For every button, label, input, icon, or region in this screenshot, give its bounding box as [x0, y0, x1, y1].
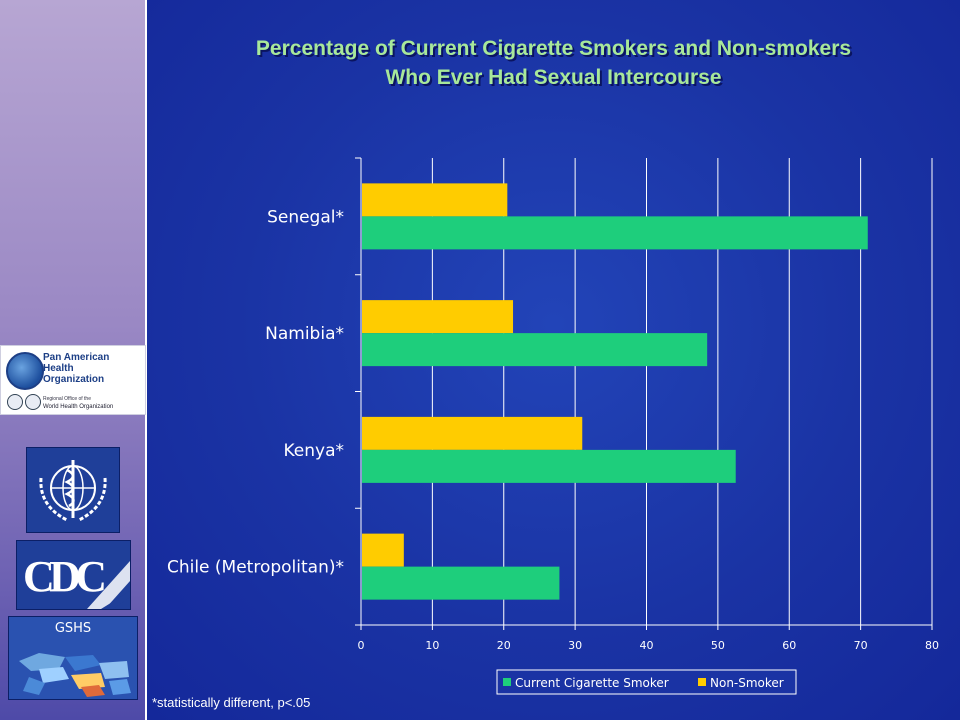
legend-label-non-smoker: Non-Smoker [710, 676, 784, 690]
x-tick-label: 60 [782, 639, 796, 652]
paho-name-line-1: Pan American [43, 352, 110, 363]
bar-non-smoker [362, 533, 404, 567]
category-label: Namibia* [265, 324, 344, 344]
bar-non-smoker [362, 300, 514, 334]
globe-icon [6, 352, 44, 390]
x-tick-label: 30 [568, 639, 582, 652]
paho-name-line-3: Organization [43, 374, 105, 385]
paho-name-line-2: Health [43, 363, 74, 374]
footnote: *statistically different, p<.05 [152, 695, 311, 710]
legend-swatch-smoker [503, 678, 511, 686]
bar-current-smoker [362, 449, 736, 483]
chart-legend: Current Cigarette Smoker Non-Smoker [496, 669, 797, 695]
x-tick-label: 0 [358, 639, 365, 652]
category-label: Kenya* [283, 441, 344, 461]
cdc-logo: CDC [16, 540, 131, 610]
cdc-emblem: CDC [23, 552, 130, 609]
bar-current-smoker [362, 216, 868, 250]
paho-seals [7, 394, 43, 415]
x-tick-label: 10 [425, 639, 439, 652]
x-tick-label: 70 [854, 639, 868, 652]
chart-labels: 0 10 20 30 40 50 60 70 80 Senegal* Namibia* Kenya* C… [167, 207, 939, 652]
who-emblem-icon [39, 460, 107, 522]
chart-axes [355, 157, 933, 630]
chart-title-line-2: Who Ever Had Sexual Intercourse [385, 66, 722, 89]
category-label: Senegal* [267, 207, 344, 227]
chart-bars [362, 183, 868, 600]
who-logo [26, 447, 120, 533]
x-tick-label: 50 [711, 639, 725, 652]
category-label: Chile (Metropolitan)* [167, 558, 344, 578]
gshs-logo: GSHS [8, 616, 138, 700]
x-tick-label: 40 [640, 639, 654, 652]
gshs-map-icon [19, 653, 131, 697]
legend-label-smoker: Current Cigarette Smoker [515, 676, 669, 690]
x-tick-label: 20 [497, 639, 511, 652]
x-tick-label: 80 [925, 639, 939, 652]
paho-seal-icon [7, 394, 23, 410]
who-seal-icon [25, 394, 41, 410]
paho-subtitle-1: Regional Office of the [43, 396, 91, 402]
bar-current-smoker [362, 566, 560, 600]
gshs-logo-label: GSHS [54, 621, 92, 636]
paho-logo: Pan American Health Organization Regiona… [0, 345, 146, 415]
bar-non-smoker [362, 183, 508, 217]
cdc-logo-text: CDC [23, 552, 107, 601]
bar-current-smoker [362, 333, 708, 367]
paho-subtitle-2: World Health Organization [43, 404, 114, 410]
legend-swatch-non-smoker [698, 678, 706, 686]
bar-non-smoker [362, 416, 583, 450]
legend-box [496, 669, 797, 695]
chart-title-line-1: Percentage of Current Cigarette Smokers … [255, 37, 852, 60]
